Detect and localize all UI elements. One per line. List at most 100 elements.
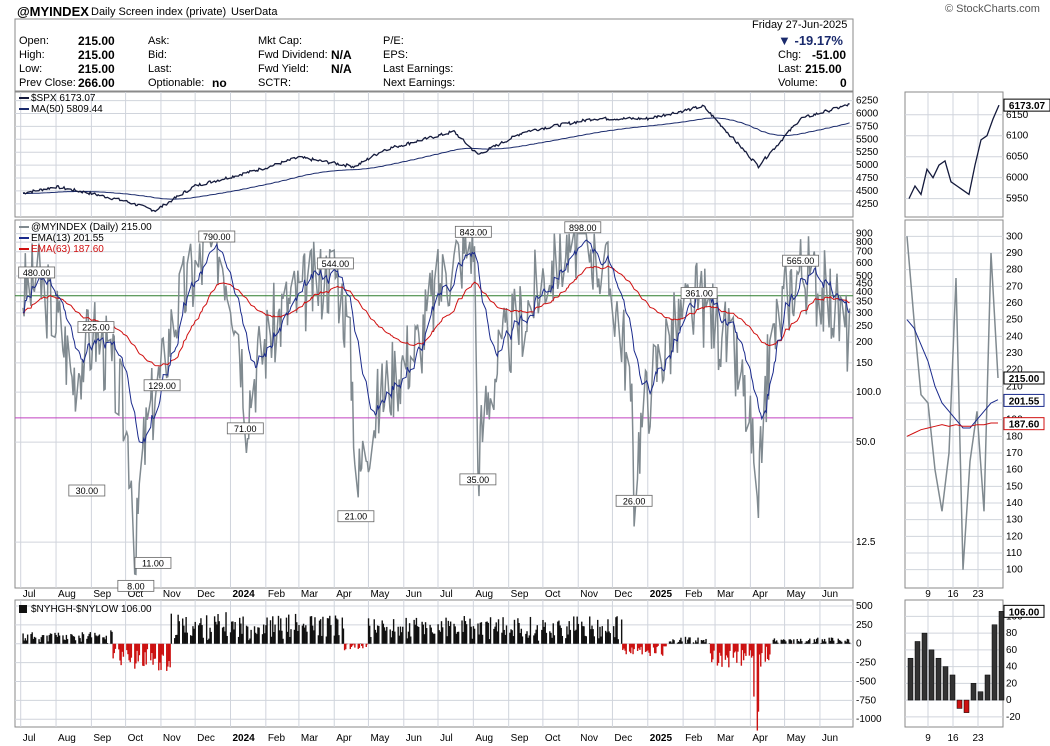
hilo-bar — [807, 640, 810, 644]
myindex-price-line — [22, 230, 851, 576]
spx-zoom-y-tick: 6050 — [1006, 152, 1029, 163]
open-label: Open: — [19, 35, 49, 47]
hilo-bar — [194, 621, 196, 644]
hilo-bar — [480, 622, 483, 644]
hilo-bar — [282, 638, 284, 644]
hilo-bar — [80, 641, 82, 644]
hilo-bar — [183, 625, 185, 644]
x-tick-label: 2024 — [232, 733, 255, 744]
annotation-box — [316, 257, 354, 270]
main-zoom-y-tick: 100 — [1006, 565, 1023, 576]
x-tick-label: Jun — [406, 589, 422, 600]
optionable-label: Optionable: — [148, 77, 205, 89]
hilo-bar — [184, 632, 186, 644]
hilo-bar — [402, 626, 404, 644]
hilo-bar — [814, 641, 817, 644]
annotation-label: 843.00 — [460, 227, 488, 237]
hilo-bar — [168, 643, 170, 662]
annotation-label: 225.00 — [82, 323, 110, 333]
hilo-bar — [789, 639, 792, 644]
hilo-bar — [649, 643, 651, 656]
hilo-bar — [258, 627, 260, 644]
main-y-tick: 150 — [856, 358, 873, 369]
hilo-bar — [286, 631, 289, 644]
hilo-zoom-bar — [935, 657, 942, 701]
hilo-bar — [208, 638, 210, 644]
hilo-bar — [545, 632, 548, 644]
panel-frame-3 — [904, 91, 1004, 218]
sctr-label: SCTR: — [258, 77, 291, 89]
hilo-bar — [205, 615, 208, 644]
hilo-bar — [823, 638, 826, 644]
hilo-bar — [624, 643, 626, 651]
hilo-bar — [590, 629, 592, 644]
hilo-bar — [766, 643, 769, 660]
annotation-box — [680, 287, 718, 299]
hilo-bar — [544, 622, 546, 644]
main-y-tick: 400 — [856, 287, 873, 298]
hilo-bar — [390, 637, 393, 644]
hilo-bar — [418, 626, 420, 644]
hilo-bar — [429, 624, 431, 644]
hilo-bar — [398, 635, 401, 644]
hilo-bar — [175, 635, 177, 644]
x-tick-label: May — [370, 589, 389, 600]
hilo-bar — [648, 643, 650, 653]
hilo-bar — [809, 638, 811, 644]
hilo-bar — [333, 635, 336, 644]
hilo-bar — [281, 630, 283, 644]
prevclose-value: 266.00 — [78, 76, 115, 90]
hilo-bar — [288, 614, 290, 644]
annotation-box — [782, 254, 819, 267]
hilo-bar — [114, 643, 117, 649]
hilo-bar — [469, 618, 471, 644]
hilo-bar — [143, 643, 145, 667]
x-tick-label: Jun — [822, 589, 838, 600]
main-zoom-y-tick: 300 — [1006, 231, 1023, 242]
hilo-bar — [454, 626, 456, 644]
x-tick-label: Feb — [685, 733, 703, 744]
hilo-bar — [813, 639, 816, 644]
hilo-bar — [597, 619, 599, 644]
hilo-bar — [608, 631, 610, 644]
hilo-bar — [57, 632, 60, 644]
hilo-last-box — [1003, 604, 1045, 618]
hilo-bar — [756, 643, 759, 731]
hilo-bar — [488, 639, 491, 644]
hilo-bar — [112, 643, 114, 659]
ema63-line — [22, 265, 850, 367]
x-tick-label: Oct — [545, 589, 561, 600]
hilo-bar — [501, 632, 503, 644]
ema63-zoom-line — [906, 422, 998, 437]
hilo-bar — [680, 637, 682, 644]
bottom-zoom-y-tick: -20 — [1006, 712, 1021, 723]
hilo-bar — [55, 634, 57, 644]
hilo-bar — [346, 643, 348, 645]
hilo-bar — [343, 643, 346, 651]
hilo-bar — [599, 626, 601, 644]
hilo-bar — [122, 643, 125, 657]
hilo-bar — [432, 633, 435, 644]
hilo-bar — [848, 642, 851, 644]
hilo-bar — [111, 631, 113, 644]
hilo-bar — [261, 634, 264, 644]
hilo-bar — [439, 631, 442, 644]
hilo-bar — [294, 613, 297, 644]
annotation-box — [77, 321, 115, 334]
hilo-bar — [334, 615, 337, 644]
hilo-bar — [374, 629, 377, 644]
hilo-bar — [62, 635, 64, 644]
watermark: © StockCharts.com — [945, 3, 1040, 15]
bottom-y-tick: 250 — [856, 620, 873, 631]
hilo-bar — [438, 630, 440, 644]
hilo-bar — [264, 633, 266, 644]
hilo-bar — [552, 623, 554, 644]
hilo-bar — [701, 640, 704, 644]
hilo-bar — [641, 643, 643, 655]
header-frame — [14, 18, 854, 92]
hilo-bar — [729, 643, 731, 651]
hilo-bar — [46, 635, 48, 644]
hilo-bar — [583, 626, 585, 644]
hilo-bar — [22, 633, 24, 644]
hilo-bar — [584, 635, 586, 644]
